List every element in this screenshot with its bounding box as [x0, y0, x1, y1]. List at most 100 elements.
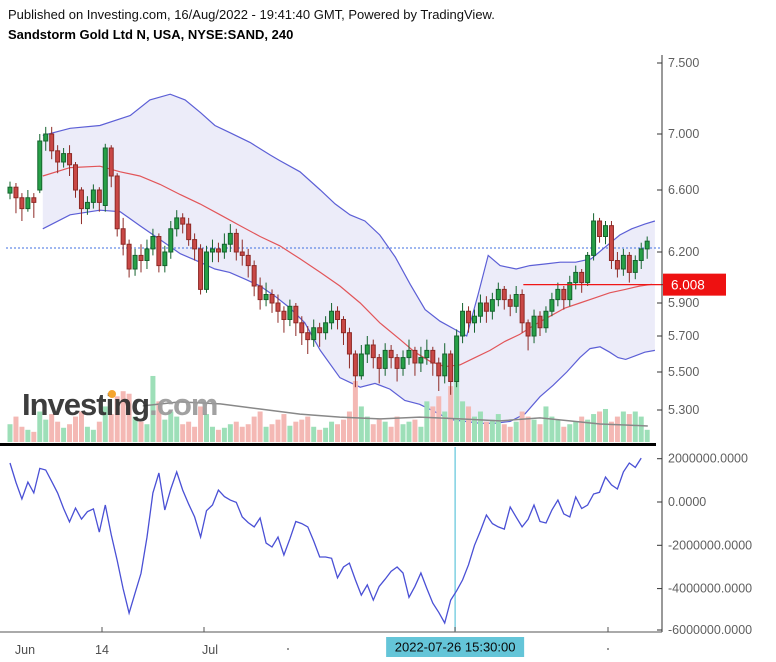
candle-body [543, 310, 549, 329]
volume-bar [251, 416, 257, 442]
candle-body [19, 197, 25, 210]
volume-bar [61, 427, 67, 442]
candle-body [370, 344, 376, 359]
sma-line [42, 165, 652, 368]
candle-body [132, 254, 138, 270]
volume-bar [436, 396, 442, 442]
volume-bar [43, 419, 49, 442]
volume-bar [281, 414, 287, 442]
indicator-tick-label: -4000000.0000 [668, 582, 752, 596]
volume-bar [460, 401, 466, 442]
candle-body [43, 133, 49, 142]
volume-bar [614, 416, 620, 442]
candle-body [90, 189, 96, 203]
volume-bar [448, 386, 454, 442]
volume-bar [477, 411, 483, 442]
volume-bar [471, 416, 477, 442]
volume-bar [567, 424, 573, 442]
bollinger-upper-line [42, 93, 656, 337]
crosshair-date-label [386, 637, 525, 657]
candle-body [73, 164, 79, 191]
logo-orange-dot-icon [108, 390, 116, 398]
volume-bar [466, 406, 472, 442]
candle-body [108, 147, 114, 177]
indicator-tick-label: -2000000.0000 [668, 538, 752, 552]
published-line: Published on Investing.com, 16/Aug/2022 … [8, 7, 495, 22]
candle-body [78, 189, 84, 210]
candle-body [424, 349, 430, 359]
volume-bar [299, 419, 305, 442]
time-label: Jun [15, 643, 35, 657]
oscillator-line [9, 457, 642, 625]
volume-bar [73, 416, 79, 442]
indicator-pane[interactable] [0, 447, 656, 632]
volume-layer [7, 375, 650, 442]
candle-body [156, 236, 162, 267]
candle-body [591, 220, 597, 256]
time-label: Jul [202, 643, 218, 657]
volume-bar [626, 414, 632, 442]
volume-bar [287, 425, 293, 442]
volume-bar [144, 424, 150, 442]
volume-bar [329, 421, 335, 442]
volume-bar [120, 391, 126, 442]
candle-body [275, 302, 281, 312]
candle-body [311, 327, 317, 341]
candle-body [549, 299, 555, 312]
candle-body [579, 271, 585, 284]
volume-bar [585, 419, 591, 442]
crosshair-date-label-text: 2022-07-26 15:30:00 [395, 640, 516, 655]
candle-body [269, 294, 275, 304]
volume-bar [430, 406, 436, 442]
volume-bar [370, 424, 376, 442]
candle-body [126, 243, 132, 270]
candle-body [204, 251, 210, 290]
candle-body [513, 294, 519, 307]
volume-bar [162, 419, 168, 442]
volume-bar [638, 416, 644, 442]
volume-bar [603, 408, 608, 442]
time-axis[interactable]: Jun 14 Jul 2022-07-26 15:30:00 [0, 627, 662, 657]
volume-bar [227, 424, 233, 442]
current-price-label [663, 273, 726, 296]
candle-body [102, 147, 108, 206]
candle-body [323, 322, 329, 334]
volume-bar [543, 406, 549, 442]
volume-bar [513, 421, 519, 442]
candle-body [561, 288, 567, 301]
volume-bar [352, 381, 358, 442]
candle-body [525, 322, 531, 337]
candle-body [299, 322, 305, 334]
candle-body [198, 248, 204, 290]
candle-body [209, 248, 215, 253]
candle-body [233, 232, 239, 253]
time-minor-dot [287, 648, 289, 650]
volume-bar [257, 411, 263, 442]
candle-body [501, 288, 507, 301]
price-axis[interactable]: 7.500 7.000 6.600 6.200 5.900 5.700 5.500 5.300… [657, 55, 752, 637]
candle-body [638, 248, 644, 261]
candle-body [346, 332, 352, 355]
volume-bar [442, 411, 448, 442]
candle-body [442, 353, 448, 377]
candle-body [335, 310, 341, 320]
volume-bar [335, 424, 341, 442]
volume-bar [67, 424, 73, 442]
volume-bar [293, 421, 299, 442]
candle-body [597, 220, 603, 237]
candle-body [162, 251, 168, 267]
volume-bar [78, 411, 84, 442]
volume-bar [358, 406, 364, 442]
volume-bar [25, 429, 31, 442]
volume-bar [412, 419, 418, 442]
bollinger-fill [42, 94, 655, 424]
candle-body [186, 223, 192, 241]
candle-body [376, 357, 382, 369]
volume-bar [204, 414, 210, 442]
candle-body [394, 357, 400, 369]
volume-bar [537, 424, 543, 442]
candle-body [448, 353, 454, 382]
candle-body [192, 239, 198, 250]
